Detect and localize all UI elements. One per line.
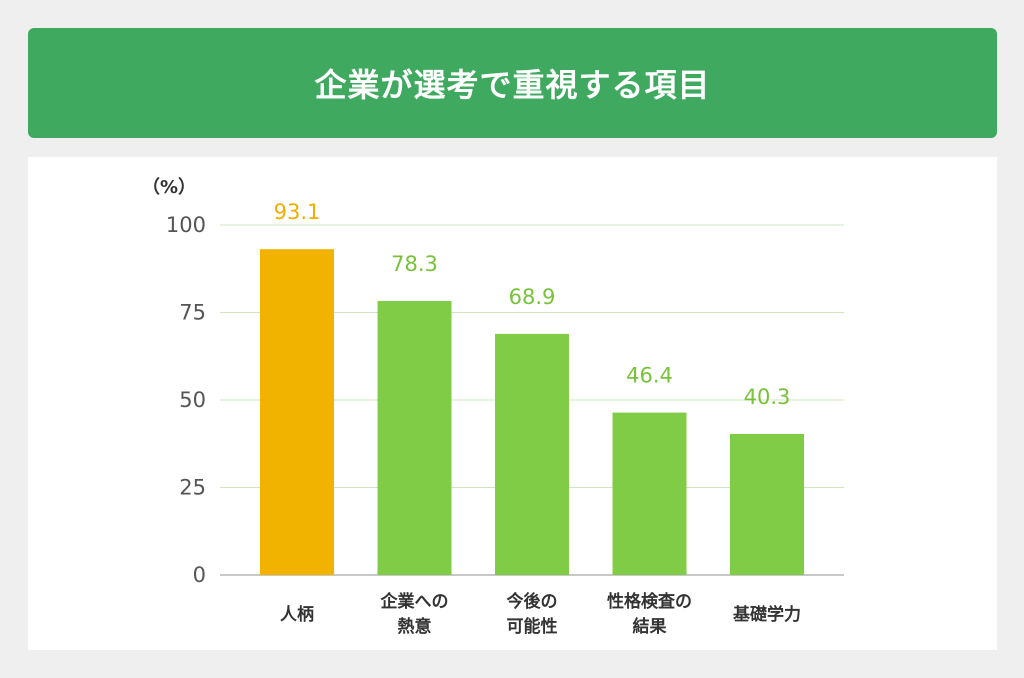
x-tick-label: 可能性 bbox=[507, 616, 558, 637]
x-tick-label: 熱意 bbox=[398, 616, 432, 637]
y-unit-label: （%） bbox=[142, 177, 196, 198]
bar bbox=[377, 300, 452, 575]
data-label: 40.3 bbox=[744, 385, 791, 409]
x-tick-label: 今後の bbox=[507, 591, 558, 612]
bar bbox=[260, 249, 334, 575]
data-label: 68.9 bbox=[509, 285, 556, 309]
bar bbox=[495, 333, 569, 575]
data-label: 93.1 bbox=[274, 200, 321, 224]
data-label: 46.4 bbox=[626, 364, 673, 388]
y-tick-label: 0 bbox=[193, 563, 206, 587]
x-tick-label: 企業への bbox=[380, 591, 449, 612]
data-label: 78.3 bbox=[391, 252, 438, 276]
bar bbox=[612, 412, 687, 575]
chart-title: 企業が選考で重視する項目 bbox=[314, 66, 711, 104]
chart-panel: 0 25 50 75 100 （%） 93.1 人柄 78.3 企業への熱意 68.9 今後の可能性 4… bbox=[28, 157, 997, 650]
y-tick-label: 100 bbox=[166, 213, 206, 237]
bar bbox=[730, 433, 804, 575]
x-tick-label: 人柄 bbox=[280, 604, 314, 625]
title-banner: 企業が選考で重視する項目 bbox=[28, 28, 997, 138]
x-tick-label: 基礎学力 bbox=[732, 604, 801, 625]
y-tick-label: 25 bbox=[179, 476, 206, 500]
y-tick-label: 75 bbox=[179, 301, 206, 325]
y-tick-label: 50 bbox=[179, 388, 206, 412]
x-tick-label: 結果 bbox=[633, 616, 667, 637]
x-tick-label: 性格検査の bbox=[607, 591, 692, 612]
